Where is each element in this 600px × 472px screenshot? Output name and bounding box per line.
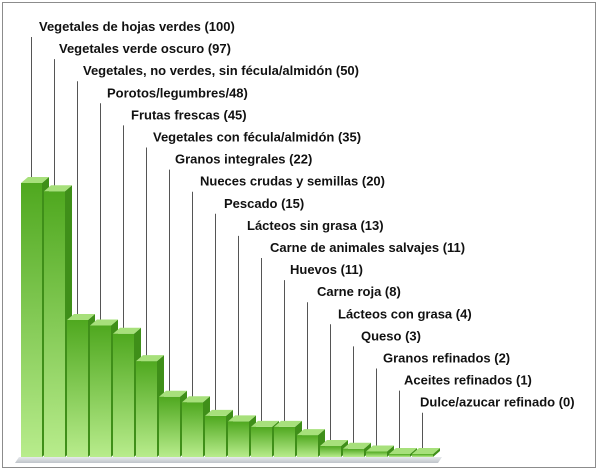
data-label: Vegetales con fécula/almidón (35) <box>153 130 361 145</box>
bars <box>21 177 440 457</box>
bar-top <box>67 314 95 320</box>
bar-front <box>389 454 410 457</box>
bar-top <box>136 355 164 362</box>
bar <box>412 448 440 457</box>
data-label: Carne de animales salvajes (11) <box>270 240 465 255</box>
bar <box>366 445 394 457</box>
data-label: Lácteos sin grasa (13) <box>247 218 384 233</box>
bar-top <box>389 448 417 454</box>
bar-side <box>410 448 417 457</box>
bar-front <box>182 402 203 457</box>
bar-top <box>90 319 118 326</box>
bar-front <box>228 421 249 457</box>
chart-frame: Vegetales de hojas verdes (100) Vegetales… <box>2 2 596 468</box>
bar-top <box>297 429 325 436</box>
bar-front <box>297 435 318 457</box>
bar-side <box>433 448 440 457</box>
bar-top <box>113 327 141 334</box>
bar-front <box>251 426 272 457</box>
bar-top <box>182 396 210 403</box>
data-label: Huevos (11) <box>290 262 363 277</box>
bar-front <box>67 320 88 457</box>
bar <box>297 429 325 457</box>
bar-top <box>412 448 440 454</box>
label-leaders <box>31 37 423 452</box>
data-label: Vegetales, no verdes, sin fécula/almidón… <box>83 63 359 78</box>
data-label: Porotos/legumbres/48) <box>107 85 248 100</box>
bar-side <box>387 445 394 457</box>
bar-front <box>21 183 42 457</box>
data-label: Granos integrales (22) <box>175 152 312 167</box>
data-labels: Vegetales de hojas verdes (100) Vegetales… <box>39 19 575 410</box>
bar-front <box>343 448 364 457</box>
data-label: Nueces crudas y semillas (20) <box>200 174 385 189</box>
bar-front <box>136 361 157 457</box>
data-label: Queso (3) <box>361 328 421 343</box>
bar-side <box>364 442 371 457</box>
data-label: Aceites refinados (1) <box>404 373 532 388</box>
bar-top <box>228 415 256 422</box>
data-label: Frutas frescas (45) <box>131 107 247 122</box>
bar-top <box>205 409 233 416</box>
bar-front <box>274 426 295 457</box>
bar-top <box>251 420 279 427</box>
bar-top <box>21 177 49 183</box>
bar-top <box>320 440 348 447</box>
bar-front <box>159 396 180 457</box>
data-label: Granos refinados (2) <box>383 351 510 366</box>
bar-front <box>90 325 111 457</box>
data-label: Vegetales de hojas verdes (100) <box>39 19 235 34</box>
bar-top <box>274 420 302 427</box>
bar-front <box>412 454 433 457</box>
bar-front <box>366 451 387 457</box>
bar-chart: Vegetales de hojas verdes (100) Vegetales… <box>15 19 575 463</box>
bar-top <box>159 390 187 397</box>
bar-front <box>205 415 226 457</box>
bar-front <box>113 333 134 457</box>
bar <box>343 442 371 457</box>
bar-front <box>320 446 341 457</box>
data-label: Vegetales verde oscuro (97) <box>59 41 231 56</box>
bar-top <box>343 442 371 449</box>
data-label: Pescado (15) <box>224 196 304 211</box>
data-label: Lácteos con grasa (4) <box>338 306 472 321</box>
bar <box>389 448 417 457</box>
bar-top <box>366 445 394 452</box>
data-label: Dulce/azucar refinado (0) <box>420 395 575 410</box>
floor-plane <box>15 457 442 463</box>
chart-floor <box>15 457 442 463</box>
bar-top <box>44 185 72 192</box>
data-label: Carne roja (8) <box>317 284 401 299</box>
bar-front <box>44 191 65 457</box>
